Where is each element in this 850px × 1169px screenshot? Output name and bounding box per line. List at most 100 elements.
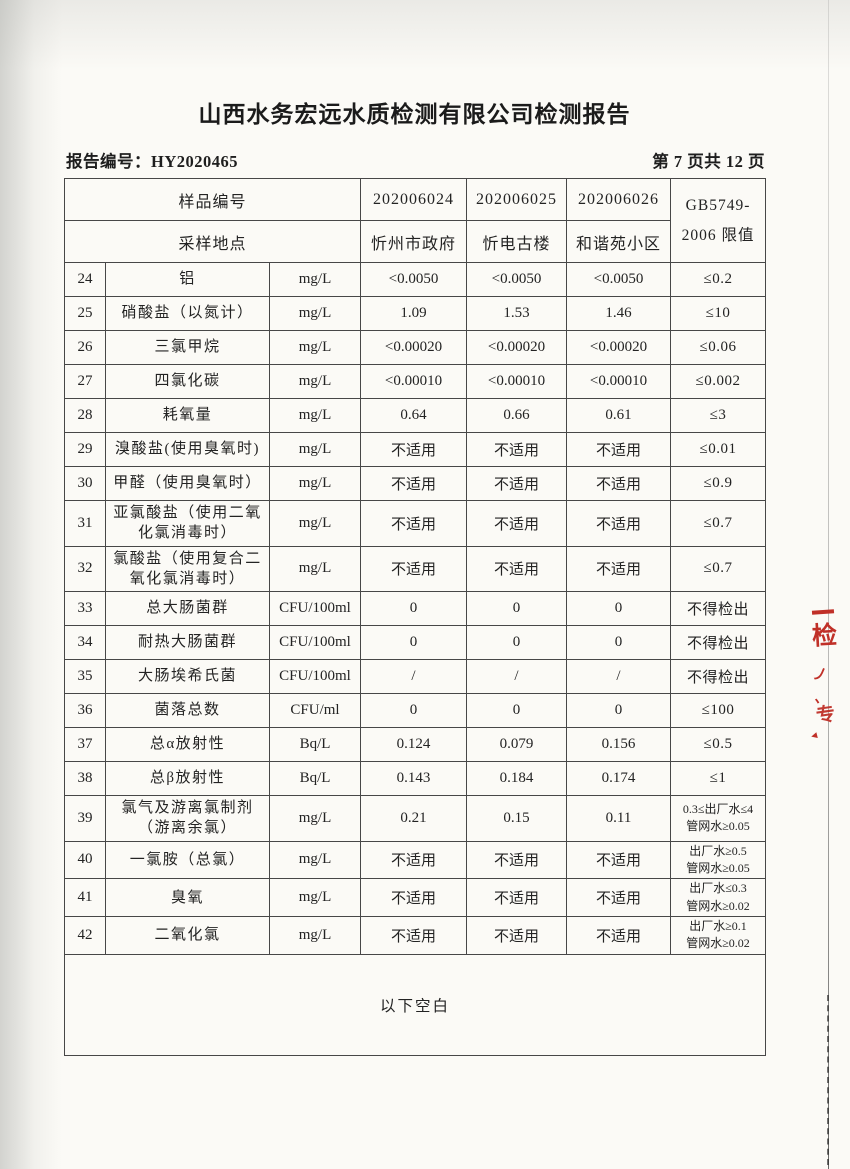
- value-3: 不适用: [566, 432, 672, 467]
- unit: CFU/ml: [268, 693, 362, 728]
- blank-below-note: 以下空白: [63, 953, 767, 1056]
- value-2: <0.0050: [466, 262, 568, 297]
- value-1: 0: [360, 693, 468, 728]
- value-1: /: [360, 659, 468, 694]
- value-2: 0: [466, 693, 568, 728]
- results-table-footer: 以下空白: [63, 953, 767, 1056]
- value-1: 0.143: [360, 761, 468, 796]
- table-row: 34 耐热大肠菌群 CFU/100ml 0 0 0 不得检出: [64, 625, 767, 660]
- table-row: 38 总β放射性 Bq/L 0.143 0.184 0.174 ≤1: [64, 761, 767, 796]
- stamp-bar-icon: [811, 609, 835, 615]
- unit: mg/L: [268, 840, 362, 880]
- table-row: 27 四氯化碳 mg/L <0.00010 <0.00010 <0.00010 ≤0.002: [64, 364, 767, 399]
- value-3: 0.11: [566, 795, 672, 842]
- param-name: 菌落总数: [105, 693, 270, 728]
- value-3: 0: [566, 693, 672, 728]
- value-3: 不适用: [566, 545, 672, 592]
- row-no: 29: [64, 432, 106, 467]
- value-3: <0.0050: [566, 262, 672, 297]
- row-no: 32: [64, 545, 106, 592]
- row-no: 34: [64, 625, 106, 660]
- value-2: 0: [466, 625, 568, 660]
- unit: CFU/100ml: [268, 659, 362, 694]
- sample-id-1: 202006024: [360, 178, 468, 221]
- row-no: 41: [64, 878, 106, 918]
- table-row: 24 铝 mg/L <0.0050 <0.0050 <0.0050 ≤0.2: [64, 262, 767, 297]
- value-1: <0.0050: [360, 262, 468, 297]
- value-2: 不适用: [466, 500, 568, 547]
- scan-shadow-top: [0, 0, 850, 70]
- param-name: 铝: [105, 262, 270, 297]
- sample-id-2: 202006025: [466, 178, 568, 221]
- row-no: 28: [64, 398, 106, 433]
- unit: mg/L: [268, 500, 362, 547]
- value-1: 0.21: [360, 795, 468, 842]
- value-2: 1.53: [466, 296, 568, 331]
- value-1: 不适用: [360, 840, 468, 880]
- value-3: /: [566, 659, 672, 694]
- unit: CFU/100ml: [268, 625, 362, 660]
- value-1: 0: [360, 591, 468, 626]
- page-edge-dashes: [827, 995, 829, 1165]
- param-name: 甲醛（使用臭氧时）: [105, 466, 270, 501]
- value-1: 不适用: [360, 545, 468, 592]
- row-no: 38: [64, 761, 106, 796]
- value-2: 不适用: [466, 545, 568, 592]
- stamp-fragment-icon: ◂: [809, 727, 819, 743]
- value-1: 不适用: [360, 432, 468, 467]
- param-name: 四氯化碳: [105, 364, 270, 399]
- row-no: 37: [64, 727, 106, 762]
- stamp-fragment-icon: 检: [811, 621, 838, 651]
- value-3: <0.00010: [566, 364, 672, 399]
- param-name: 氯气及游离氯制剂（游离余氯）: [105, 795, 270, 842]
- value-2: 不适用: [466, 432, 568, 467]
- header-row-locations: 采样地点 忻州市政府 忻电古楼 和谐苑小区: [63, 220, 766, 263]
- row-no: 27: [64, 364, 106, 399]
- unit: mg/L: [268, 398, 362, 433]
- value-2: 0.184: [466, 761, 568, 796]
- value-3: 0: [566, 591, 672, 626]
- unit: mg/L: [268, 296, 362, 331]
- limit: ≤0.01: [670, 432, 767, 467]
- unit: Bq/L: [268, 761, 362, 796]
- location-label: 采样地点: [63, 220, 362, 263]
- table-row: 31 亚氯酸盐（使用二氧化氯消毒时） mg/L 不适用 不适用 不适用 ≤0.7: [64, 500, 767, 547]
- red-seal-fragment: 检 丿 、 专 ◂: [806, 608, 842, 753]
- value-1: 0.64: [360, 398, 468, 433]
- table-row: 25 硝酸盐（以氮计） mg/L 1.09 1.53 1.46 ≤10: [64, 296, 767, 331]
- param-name: 耗氧量: [105, 398, 270, 433]
- limit-column-header: GB5749- 2006 限值: [670, 178, 767, 263]
- unit: mg/L: [268, 432, 362, 467]
- value-3: 0.61: [566, 398, 672, 433]
- param-name: 总β放射性: [105, 761, 270, 796]
- value-3: 不适用: [566, 916, 672, 955]
- value-2: 不适用: [466, 916, 568, 955]
- param-name: 硝酸盐（以氮计）: [105, 296, 270, 331]
- unit: mg/L: [268, 466, 362, 501]
- unit: mg/L: [268, 545, 362, 592]
- table-row: 39 氯气及游离氯制剂（游离余氯） mg/L 0.21 0.15 0.11 0.3≤出厂水≤…: [64, 795, 767, 842]
- header-row-sample-ids: 样品编号 202006024 202006025 202006026 GB574…: [63, 178, 767, 263]
- limit: 0.3≤出厂水≤4 管网水≥0.05: [670, 795, 767, 842]
- unit: mg/L: [268, 878, 362, 918]
- page-edge-line: [828, 0, 829, 1169]
- location-2: 忻电古楼: [466, 220, 568, 263]
- row-no: 24: [64, 262, 106, 297]
- param-name: 亚氯酸盐（使用二氧化氯消毒时）: [105, 500, 270, 547]
- table-row: 30 甲醛（使用臭氧时） mg/L 不适用 不适用 不适用 ≤0.9: [64, 466, 767, 501]
- row-no: 39: [64, 795, 106, 842]
- value-1: 不适用: [360, 878, 468, 918]
- value-2: 不适用: [466, 878, 568, 918]
- stamp-fragment-icon: 专: [814, 703, 837, 728]
- row-no: 25: [64, 296, 106, 331]
- table-row: 37 总α放射性 Bq/L 0.124 0.079 0.156 ≤0.5: [64, 727, 767, 762]
- param-name: 总大肠菌群: [105, 591, 270, 626]
- row-no: 31: [64, 500, 106, 547]
- value-1: 0.124: [360, 727, 468, 762]
- unit: CFU/100ml: [268, 591, 362, 626]
- value-2: 0.079: [466, 727, 568, 762]
- unit: mg/L: [268, 262, 362, 297]
- sample-id-3: 202006026: [566, 178, 672, 221]
- value-3: 不适用: [566, 466, 672, 501]
